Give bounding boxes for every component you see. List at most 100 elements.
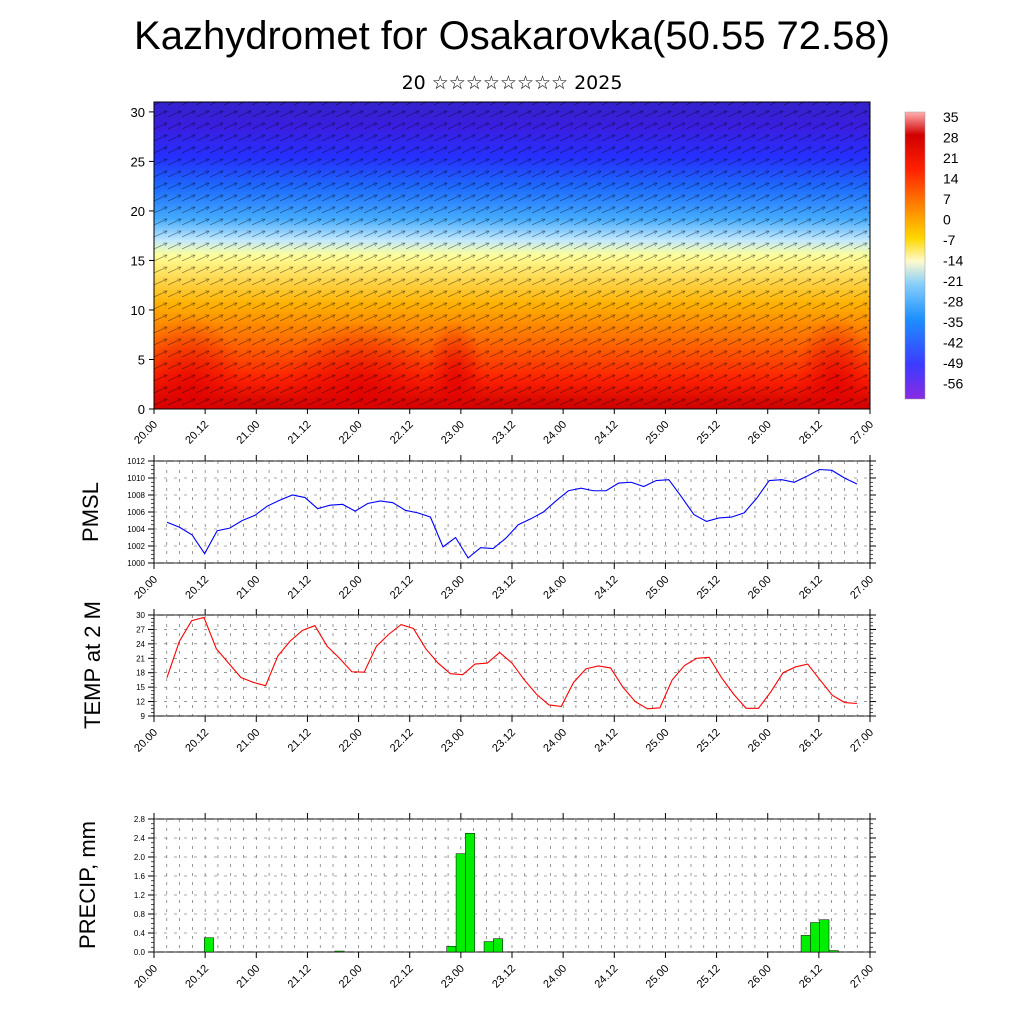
y-tick-label: 15: [136, 683, 145, 692]
colorbar-label: 7: [943, 191, 951, 207]
x-tick-label: 25.00: [644, 727, 672, 755]
y-tick-label: 9: [141, 712, 146, 721]
y-tick-label: 21: [136, 654, 145, 663]
x-tick-label: 20.12: [183, 727, 211, 755]
colorbar-label: -7: [943, 232, 956, 248]
x-tick-label: 22.12: [388, 574, 416, 602]
x-tick-label: 20.00: [132, 727, 160, 755]
x-tick-label: 25.00: [644, 963, 672, 991]
x-tick-label: 25.12: [695, 574, 723, 602]
y-tick-label: 12: [136, 698, 145, 707]
x-tick-label: 20.12: [183, 963, 211, 991]
y-tick-label: 2.4: [134, 834, 146, 843]
precip-bar: [493, 938, 503, 953]
y-tick-label: 0.4: [134, 929, 146, 938]
pmsl-panel: 1000 1002 1004 1006 1008 1010 1012 20.00 20.12 21…: [78, 455, 876, 602]
x-tick-label: 27.00: [848, 727, 876, 755]
temp-panel: 9 12 15 18 21 24 27 30 20.00 20.12 21.00 21.12 22.00…: [80, 601, 876, 755]
x-tick-label: 20.00: [132, 963, 160, 991]
colorbar-label: -42: [943, 335, 963, 351]
y-tick-label: 1.2: [134, 891, 146, 900]
x-tick-label: 24.00: [541, 574, 569, 602]
plot-frame: [153, 460, 871, 564]
precip-bar: [810, 922, 820, 953]
colorbar-label: 14: [943, 171, 959, 187]
precip-bar: [819, 919, 830, 953]
y-tick-label: 24: [136, 640, 145, 649]
y-tick-label: 2.0: [134, 853, 146, 862]
y-tick-label: 1008: [127, 491, 145, 500]
colorbar-label: -49: [943, 355, 963, 371]
y-tick-label: 0.8: [134, 910, 146, 919]
heatmap-x-tick-label: 25.00: [644, 419, 672, 447]
colorbar-label: -21: [943, 273, 963, 289]
heatmap-x-tick-label: 22.00: [337, 419, 365, 447]
y-tick-label: 1010: [127, 474, 145, 483]
series-line: [166, 468, 858, 559]
x-tick-label: 22.12: [388, 963, 416, 991]
x-tick-label: 26.12: [797, 963, 825, 991]
heatmap-y-tick-label: 0: [138, 402, 145, 417]
y-tick-label: 1004: [127, 525, 145, 534]
colorbar-label: -56: [943, 376, 963, 392]
precip-bar: [455, 853, 466, 953]
heatmap-y-tick-label: 10: [131, 303, 145, 318]
y-tick-label: 1012: [127, 457, 145, 466]
chart-subtitle: 20 ☆☆☆☆☆☆☆☆ 2025: [401, 72, 623, 94]
x-tick-label: 23.12: [490, 574, 518, 602]
heatmap-x-tick-label: 20.00: [132, 419, 160, 447]
x-tick-label: 25.12: [695, 963, 723, 991]
precip-bar: [465, 833, 475, 953]
x-tick-label: 21.12: [286, 727, 314, 755]
heatmap-x-tick-label: 24.00: [541, 419, 569, 447]
x-tick-label: 23.00: [439, 574, 467, 602]
colorbar-label: 35: [943, 109, 959, 125]
x-tick-label: 26.00: [746, 963, 774, 991]
precip-bar: [204, 937, 214, 953]
x-tick-label: 23.12: [490, 727, 518, 755]
colorbar-label: -35: [943, 314, 963, 330]
precip-panel: 0.0 0.4 0.8 1.2 1.6 2.0 2.4 2.8 20.00 20.12 21.00 2…: [75, 813, 876, 991]
heatmap-x-tick-label: 25.12: [695, 419, 723, 447]
heatmap-x-tick-label: 22.12: [388, 419, 416, 447]
x-tick-label: 22.12: [388, 727, 416, 755]
heatmap-x-tick-label: 20.12: [183, 419, 211, 447]
y-tick-label: 18: [136, 669, 145, 678]
x-tick-label: 25.12: [695, 727, 723, 755]
x-tick-label: 21.00: [234, 727, 262, 755]
x-tick-label: 26.00: [746, 727, 774, 755]
x-tick-label: 21.00: [234, 574, 262, 602]
heatmap-x-tick-label: 26.12: [797, 419, 825, 447]
precip-bar: [334, 950, 345, 953]
precip-bar: [446, 946, 457, 953]
precip-bar: [483, 941, 494, 953]
x-tick-label: 21.12: [286, 963, 314, 991]
heatmap-x-tick-label: 23.12: [490, 419, 518, 447]
x-tick-label: 24.12: [592, 574, 620, 602]
precip-bar: [800, 935, 811, 953]
precip-bar: [828, 950, 839, 953]
heatmap-y-tick-label: 20: [131, 204, 145, 219]
x-tick-label: 22.00: [337, 727, 365, 755]
plot-frame: [153, 614, 871, 717]
heatmap-y-tick-label: 30: [131, 105, 145, 120]
x-tick-label: 21.12: [286, 574, 314, 602]
heatmap-x-tick-label: 21.00: [234, 419, 262, 447]
x-tick-label: 24.12: [592, 963, 620, 991]
heatmap-x-tick-label: 23.00: [439, 419, 467, 447]
x-tick-label: 24.00: [541, 963, 569, 991]
heatmap-panel: 0 5 10 15 20 25 30 20.00 20.12 21.00 21.12 22.00 22.…: [131, 101, 876, 447]
colorbar-label: -28: [943, 294, 963, 310]
x-tick-label: 26.12: [797, 574, 825, 602]
heatmap-y-tick-label: 5: [138, 352, 145, 367]
x-tick-label: 26.12: [797, 727, 825, 755]
y-axis-label: PMSL: [78, 482, 103, 542]
x-tick-label: 27.00: [848, 963, 876, 991]
x-tick-label: 22.00: [337, 963, 365, 991]
x-tick-label: 23.00: [439, 727, 467, 755]
x-tick-label: 24.12: [592, 727, 620, 755]
x-tick-label: 20.12: [183, 574, 211, 602]
colorbar-label: 21: [943, 150, 959, 166]
heatmap-y-tick-label: 25: [131, 154, 145, 169]
